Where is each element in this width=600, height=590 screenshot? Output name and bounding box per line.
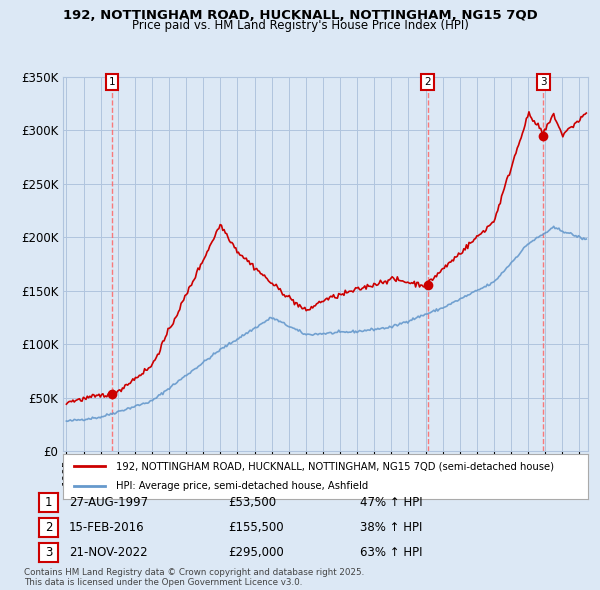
Text: £53,500: £53,500: [228, 496, 276, 509]
Text: £155,500: £155,500: [228, 521, 284, 534]
Text: Price paid vs. HM Land Registry's House Price Index (HPI): Price paid vs. HM Land Registry's House …: [131, 19, 469, 32]
Text: 1: 1: [109, 77, 115, 87]
Text: 2: 2: [45, 521, 52, 534]
Text: 38% ↑ HPI: 38% ↑ HPI: [360, 521, 422, 534]
Text: 21-NOV-2022: 21-NOV-2022: [69, 546, 148, 559]
Text: 192, NOTTINGHAM ROAD, HUCKNALL, NOTTINGHAM, NG15 7QD (semi-detached house): 192, NOTTINGHAM ROAD, HUCKNALL, NOTTINGH…: [115, 461, 554, 471]
Text: Contains HM Land Registry data © Crown copyright and database right 2025.
This d: Contains HM Land Registry data © Crown c…: [24, 568, 364, 587]
Text: 63% ↑ HPI: 63% ↑ HPI: [360, 546, 422, 559]
Text: £295,000: £295,000: [228, 546, 284, 559]
Text: 47% ↑ HPI: 47% ↑ HPI: [360, 496, 422, 509]
Text: 2: 2: [424, 77, 431, 87]
Text: 1: 1: [45, 496, 52, 509]
Text: HPI: Average price, semi-detached house, Ashfield: HPI: Average price, semi-detached house,…: [115, 481, 368, 491]
Text: 192, NOTTINGHAM ROAD, HUCKNALL, NOTTINGHAM, NG15 7QD: 192, NOTTINGHAM ROAD, HUCKNALL, NOTTINGH…: [62, 9, 538, 22]
Text: 15-FEB-2016: 15-FEB-2016: [69, 521, 145, 534]
Text: 3: 3: [45, 546, 52, 559]
Text: 27-AUG-1997: 27-AUG-1997: [69, 496, 148, 509]
Text: 3: 3: [540, 77, 547, 87]
